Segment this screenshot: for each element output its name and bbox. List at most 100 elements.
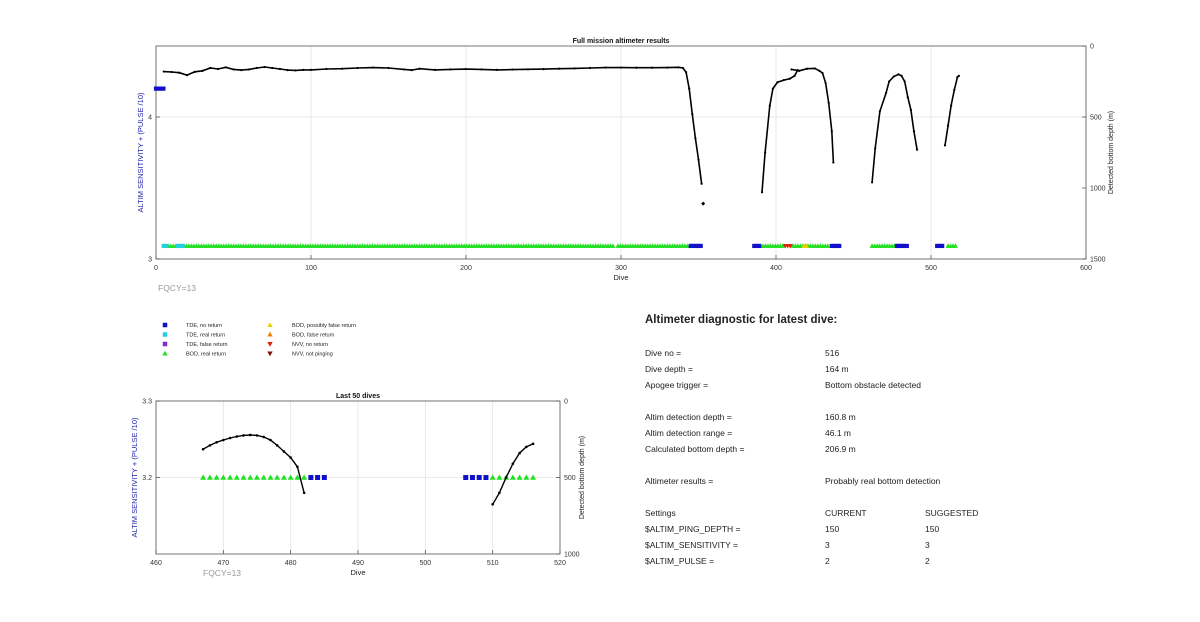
diag-value: Probably real bottom detection	[825, 476, 941, 486]
depth-point	[296, 465, 299, 469]
depth-point	[402, 68, 406, 71]
depth-line-segment	[163, 66, 703, 184]
depth-point	[892, 75, 895, 78]
marker-bod-real-return	[780, 243, 786, 248]
depth-point	[818, 69, 821, 72]
depth-point	[495, 68, 499, 71]
y-right-tick-label: 1500	[1090, 257, 1106, 264]
depth-point	[531, 442, 535, 446]
marker-tde-no-return	[935, 243, 940, 249]
legend-item: BOD, false return	[267, 331, 335, 339]
depth-point	[464, 68, 468, 71]
depth-point	[782, 78, 785, 82]
x-axis-label: Dive	[613, 273, 628, 282]
legend-item: NVV, no return	[267, 341, 328, 348]
depth-point	[387, 66, 390, 70]
marker-bod-real-return	[294, 474, 301, 480]
depth-point	[433, 68, 437, 71]
legend-swatch-square	[162, 332, 168, 337]
diag-row-dive-no: Dive no = 516	[645, 348, 1165, 360]
depth-point	[170, 70, 173, 74]
depth-point	[956, 76, 959, 79]
depth-point	[302, 68, 305, 71]
marker-tde-no-return	[940, 243, 945, 249]
setting-current: 2	[825, 556, 830, 566]
marker-tde-no-return	[899, 243, 904, 249]
marker-tde-real-return	[161, 243, 166, 249]
depth-point	[278, 67, 282, 71]
marker-tde-no-return	[691, 243, 696, 249]
depth-point	[209, 66, 212, 70]
diag-value: Bottom obstacle detected	[825, 380, 921, 390]
x-tick-label: 460	[150, 560, 162, 567]
legend-swatch-triangle-up	[267, 331, 273, 337]
diagnostic-panel: Altimeter diagnostic for latest dive: Di…	[645, 314, 1165, 574]
depth-point	[824, 81, 827, 85]
depth-point	[208, 444, 212, 447]
marker-tde-real-return	[178, 243, 183, 249]
diag-label: Calculated bottom depth =	[645, 444, 745, 454]
depth-point	[282, 450, 286, 453]
depth-point	[201, 447, 205, 451]
marker-bod-real-return	[274, 474, 281, 480]
depth-point	[871, 181, 874, 184]
depth-point	[912, 130, 916, 133]
depth-point	[224, 66, 227, 69]
setting-suggested: 3	[925, 540, 930, 550]
depth-point	[915, 148, 919, 151]
setting-ping-depth: $ALTIM_PING_DEPTH = 150 150	[645, 524, 1165, 536]
y-right-tick-label: 500	[564, 475, 576, 482]
depth-point	[228, 436, 232, 440]
depth-point	[903, 80, 906, 83]
depth-point	[247, 68, 251, 71]
legend-item: TDE, false return	[162, 341, 228, 348]
depth-point	[418, 67, 421, 70]
marker-bod-real-return	[213, 474, 220, 480]
depth-point	[294, 69, 297, 72]
depth-point	[526, 68, 530, 71]
x-tick-label: 400	[770, 265, 782, 272]
marker-legend: TDE, no return TDE, real return TDE, false…	[162, 322, 356, 358]
diag-row-results: Altimeter results = Probably real bottom…	[645, 476, 1165, 488]
legend-swatch-triangle-down	[267, 351, 273, 357]
marker-bod-real-return	[489, 474, 496, 480]
marker-bod-real-return	[496, 474, 503, 480]
depth-point	[878, 110, 881, 113]
depth-point	[340, 67, 344, 70]
depth-line-segment	[871, 73, 918, 183]
marker-bod-real-return	[206, 474, 213, 480]
depth-point	[906, 96, 909, 99]
depth-point	[222, 438, 225, 442]
depth-point	[788, 77, 792, 80]
setting-label: $ALTIM_PING_DEPTH =	[645, 524, 741, 534]
marker-bod-real-return	[516, 474, 523, 480]
legend-item: BOD, possibly false return	[267, 322, 356, 329]
marker-tde-no-return	[834, 243, 839, 249]
diag-label: Altim detection range =	[645, 428, 733, 438]
depth-point	[619, 66, 623, 69]
depth-point	[874, 147, 877, 150]
marker-tde-no-return	[754, 243, 759, 249]
depth-point	[776, 81, 779, 84]
marker-bod-real-return	[267, 474, 274, 480]
diag-row-detection-range: Altim detection range = 46.1 m	[645, 428, 1165, 440]
depth-point	[262, 435, 266, 439]
marker-bod-real-return	[530, 474, 537, 480]
depth-point	[255, 434, 259, 437]
legend-label: BOD, real return	[186, 352, 226, 358]
marker-tde-no-return	[483, 475, 489, 480]
setting-current: 3	[825, 540, 830, 550]
depth-point	[688, 87, 691, 90]
depth-point	[356, 66, 359, 70]
depth-point	[790, 68, 793, 71]
depth-point	[700, 182, 703, 185]
marker-bod-real-return	[509, 474, 516, 480]
marker-tde-real-return	[180, 243, 185, 249]
legend-swatch-square	[162, 341, 168, 347]
marker-bod-real-return	[240, 474, 247, 480]
diag-value: 46.1 m	[825, 428, 851, 438]
marker-bod-real-return	[220, 474, 227, 480]
marker-tde-no-return	[937, 243, 942, 249]
x-tick-label: 100	[305, 265, 317, 272]
diag-value: 516	[825, 348, 840, 358]
